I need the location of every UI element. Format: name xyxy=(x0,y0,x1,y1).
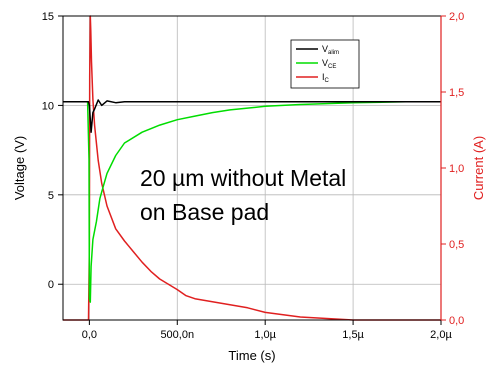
x-axis: 0,0 500,0n 1,0µ 1,5µ 2,0µ xyxy=(82,320,452,341)
x-axis-title: Time (s) xyxy=(228,348,275,363)
x-tick-label-4: 2,0µ xyxy=(430,329,452,341)
y-axis-right-title: Current (A) xyxy=(471,136,486,200)
series-group xyxy=(63,15,441,321)
y-left-tick-label-2: 10 xyxy=(42,100,54,112)
y-right-tick-label-1: 0,5 xyxy=(449,239,464,251)
x-tick-label-1: 500,0n xyxy=(160,329,194,341)
y-axis-right: 0,0 0,5 1,0 1,5 2,0 xyxy=(440,11,464,327)
y-axis-left: 0 5 10 15 xyxy=(42,11,63,291)
legend-i-c-label: IC xyxy=(322,72,330,84)
annotation-line-2: on Base pad xyxy=(140,199,269,225)
legend-v-ce-label: VCE xyxy=(322,58,336,70)
x-tick-label-0: 0,0 xyxy=(82,329,97,341)
y-right-tick-label-0: 0,0 xyxy=(449,315,464,327)
series-line-v-alim xyxy=(63,99,441,133)
legend: Valim VCE IC xyxy=(290,39,360,89)
x-tick-label-3: 1,5µ xyxy=(342,329,364,341)
y-left-tick-label-3: 15 xyxy=(42,11,54,23)
legend-v-alim-label: Valim xyxy=(322,44,339,56)
y-left-tick-label-0: 0 xyxy=(48,279,54,291)
series-line-i-c xyxy=(63,15,441,321)
y-right-tick-label-3: 1,5 xyxy=(449,87,464,99)
annotation-line-1: 20 µm without Metal xyxy=(140,165,346,191)
annotation: 20 µm without Metal on Base pad xyxy=(140,165,346,225)
series-line-v-ce xyxy=(63,101,441,303)
y-axis-left-title: Voltage (V) xyxy=(12,136,27,200)
x-tick-label-2: 1,0µ xyxy=(254,329,276,341)
y-right-tick-label-4: 2,0 xyxy=(449,11,464,23)
y-left-tick-label-1: 5 xyxy=(48,190,54,202)
legend-box xyxy=(290,39,360,89)
y-right-tick-label-2: 1,0 xyxy=(449,163,464,175)
